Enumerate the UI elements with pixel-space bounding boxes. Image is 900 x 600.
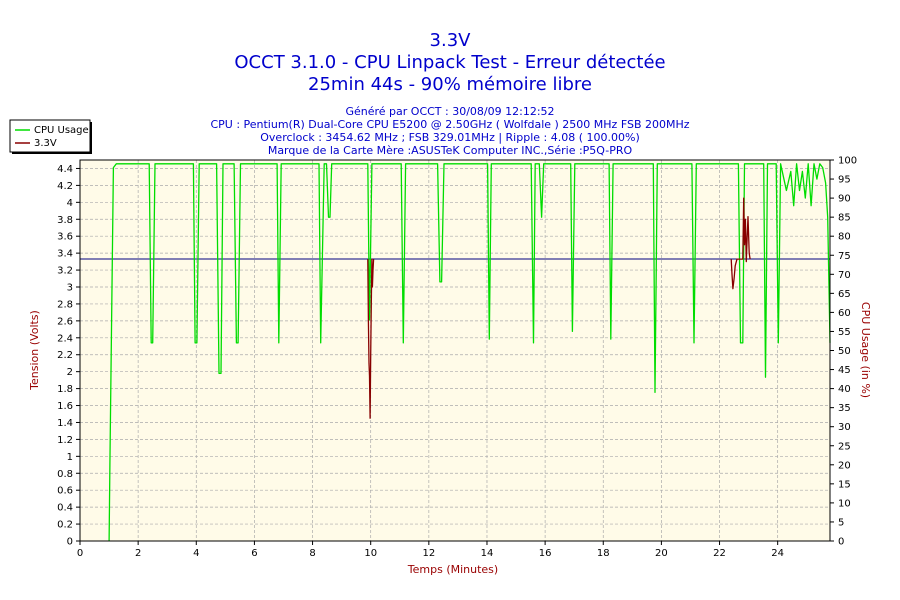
- x-tick-label: 4: [193, 548, 199, 559]
- y-right-tick-label: 25: [838, 441, 851, 452]
- y-left-tick-label: 1.6: [57, 401, 73, 412]
- chart-title: 3.3V: [430, 30, 472, 51]
- y-left-tick-label: 0.4: [57, 503, 73, 514]
- y-right-tick-label: 5: [838, 517, 844, 528]
- x-tick-label: 24: [771, 548, 784, 559]
- plot-frame: [79, 159, 831, 542]
- legend: CPU Usage 3.3V: [9, 119, 92, 154]
- x-tick-label: 10: [364, 548, 377, 559]
- y-right-tick-label: 30: [838, 422, 851, 433]
- y-left-tick-label: 3: [67, 283, 73, 294]
- legend-box: [9, 119, 91, 153]
- y-left-tick-label: 4.2: [57, 181, 73, 192]
- x-tick-label: 20: [655, 548, 668, 559]
- info-motherboard: Marque de la Carte Mère :ASUSTeK Compute…: [268, 144, 633, 157]
- info-generated: Généré par OCCT : 30/08/09 12:12:52: [345, 105, 554, 118]
- grid: [80, 160, 830, 541]
- y-right-tick-label: 10: [838, 498, 851, 509]
- x-tick-label: 0: [77, 548, 83, 559]
- y-right-tick-label: 90: [838, 194, 851, 205]
- y-left-tick-label: 4.4: [57, 164, 73, 175]
- x-tick-label: 8: [309, 548, 315, 559]
- y-left-tick-label: 2.4: [57, 333, 73, 344]
- info-cpu: CPU : Pentium(R) Dual-Core CPU E5200 @ 2…: [210, 118, 689, 131]
- y-left-tick-label: 2.6: [57, 316, 73, 327]
- y-right-tick-label: 50: [838, 346, 851, 357]
- y-right-tick-label: 100: [838, 156, 857, 167]
- y-left-tick-label: 2.8: [57, 299, 73, 310]
- x-tick-label: 16: [539, 548, 552, 559]
- x-tick-label: 12: [422, 548, 435, 559]
- y-left-tick-label: 3.6: [57, 232, 73, 243]
- series-cpu-usage-line: [108, 163, 831, 542]
- plot-area: [79, 159, 831, 542]
- series-layer: [108, 163, 831, 542]
- x-tick-label: 2: [135, 548, 141, 559]
- y-left-tick-label: 3.4: [57, 249, 73, 260]
- x-tick-label: 22: [713, 548, 726, 559]
- y-right-tick-label: 20: [838, 460, 851, 471]
- y-right-tick-label: 15: [838, 479, 851, 490]
- y-right-tick-label: 80: [838, 232, 851, 243]
- y-left-tick-label: 1.4: [57, 418, 73, 429]
- y-left-tick-label: 2: [67, 367, 73, 378]
- x-tick-label: 14: [481, 548, 494, 559]
- y-left-tick-label: 2.2: [57, 350, 73, 361]
- y-right-tick-label: 0: [838, 537, 844, 548]
- y-right-tick-label: 85: [838, 213, 851, 224]
- chart-subtitle-2: 25min 44s - 90% mémoire libre: [308, 74, 592, 95]
- legend-label-voltage: 3.3V: [34, 138, 57, 149]
- chart-subtitle: OCCT 3.1.0 - CPU Linpack Test - Erreur d…: [234, 52, 665, 73]
- y-right-tick-label: 60: [838, 308, 851, 319]
- y-right-tick-label: 35: [838, 403, 851, 414]
- y-left-tick-label: 3.2: [57, 266, 73, 277]
- y-left-tick-label: 4: [67, 198, 73, 209]
- y-left-tick-label: 1: [67, 452, 73, 463]
- y-left-tick-label: 1.8: [57, 384, 73, 395]
- ticks: 0 2 4 6 8 10 12 14 16 18 20 22 2400.20.40.60.811.21.…: [57, 156, 857, 560]
- legend-label-cpu: CPU Usage: [34, 125, 89, 136]
- y-right-tick-label: 45: [838, 365, 851, 376]
- y-left-axis-title: Tension (Volts): [28, 310, 41, 391]
- x-tick-label: 18: [597, 548, 610, 559]
- y-right-tick-label: 95: [838, 175, 851, 186]
- y-left-tick-label: 1.2: [57, 435, 73, 446]
- y-left-tick-label: 0.6: [57, 486, 73, 497]
- y-right-tick-label: 75: [838, 251, 851, 262]
- info-overclock: Overclock : 3454.62 MHz ; FSB 329.01MHz …: [260, 131, 639, 144]
- series-voltage-line: [367, 258, 375, 419]
- y-right-axis-title: CPU Usage (in %): [859, 302, 872, 398]
- y-right-tick-label: 55: [838, 327, 851, 338]
- y-left-tick-label: 3.8: [57, 215, 73, 226]
- y-right-tick-label: 40: [838, 384, 851, 395]
- x-axis-title: Temps (Minutes): [407, 563, 498, 576]
- y-left-tick-label: 0.8: [57, 469, 73, 480]
- x-tick-label: 6: [251, 548, 257, 559]
- series-voltage-line: [730, 197, 751, 290]
- y-left-tick-label: 0: [67, 537, 73, 548]
- y-right-tick-label: 65: [838, 289, 851, 300]
- y-right-tick-label: 70: [838, 270, 851, 281]
- y-left-tick-label: 0.2: [57, 520, 73, 531]
